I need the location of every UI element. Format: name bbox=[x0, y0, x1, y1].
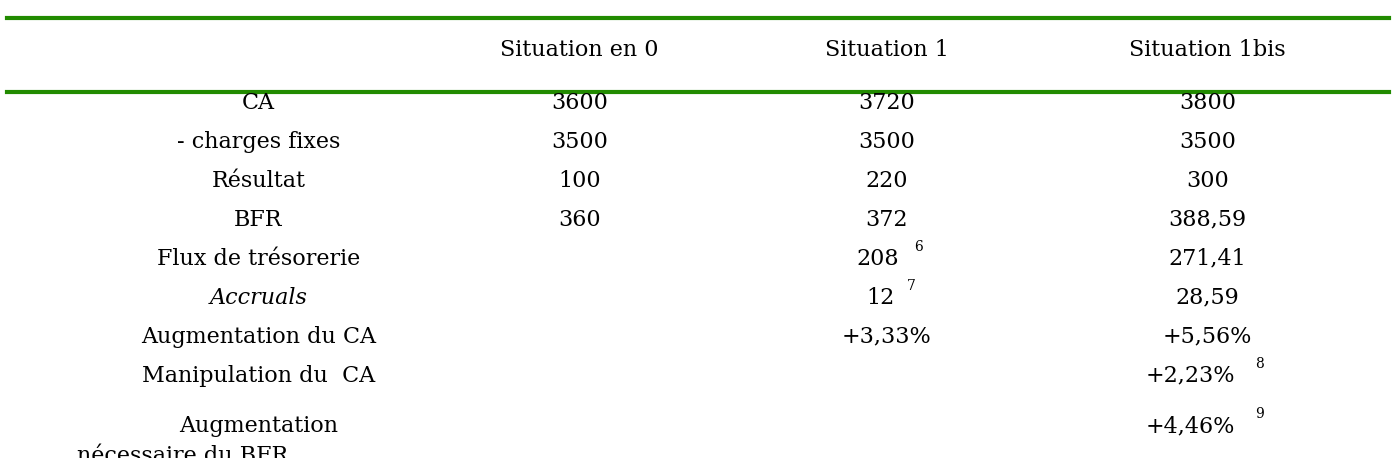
Text: +2,23%: +2,23% bbox=[1145, 365, 1234, 387]
Text: BFR: BFR bbox=[235, 209, 282, 231]
Text: - charges fixes: - charges fixes bbox=[176, 131, 341, 153]
Text: 208: 208 bbox=[856, 248, 899, 270]
Text: 372: 372 bbox=[866, 209, 907, 231]
Text: 3500: 3500 bbox=[1180, 131, 1235, 153]
Text: 300: 300 bbox=[1187, 170, 1228, 192]
Text: Augmentation: Augmentation bbox=[179, 415, 338, 437]
Text: Situation en 0: Situation en 0 bbox=[500, 39, 659, 61]
Text: 360: 360 bbox=[558, 209, 600, 231]
Text: +4,46%: +4,46% bbox=[1145, 415, 1234, 437]
Text: 3800: 3800 bbox=[1180, 92, 1235, 114]
Text: +3,33%: +3,33% bbox=[842, 326, 931, 348]
Text: nécessaire du BFR: nécessaire du BFR bbox=[77, 445, 288, 458]
Text: +5,56%: +5,56% bbox=[1163, 326, 1252, 348]
Text: CA: CA bbox=[242, 92, 275, 114]
Text: 28,59: 28,59 bbox=[1175, 287, 1240, 309]
Text: 8: 8 bbox=[1255, 357, 1265, 371]
Text: 3500: 3500 bbox=[551, 131, 607, 153]
Text: 271,41: 271,41 bbox=[1168, 248, 1247, 270]
Text: 388,59: 388,59 bbox=[1168, 209, 1247, 231]
Text: 6: 6 bbox=[914, 240, 923, 254]
Text: 3720: 3720 bbox=[859, 92, 914, 114]
Text: Résultat: Résultat bbox=[211, 170, 306, 192]
Text: 100: 100 bbox=[558, 170, 600, 192]
Text: 220: 220 bbox=[866, 170, 907, 192]
Text: 12: 12 bbox=[867, 287, 895, 309]
Text: Flux de trésorerie: Flux de trésorerie bbox=[156, 248, 360, 270]
Text: 3600: 3600 bbox=[551, 92, 607, 114]
Text: Situation 1bis: Situation 1bis bbox=[1129, 39, 1286, 61]
Text: 3500: 3500 bbox=[859, 131, 914, 153]
Text: 7: 7 bbox=[907, 279, 916, 293]
Text: Manipulation du  CA: Manipulation du CA bbox=[142, 365, 374, 387]
Text: Accruals: Accruals bbox=[209, 287, 307, 309]
Text: 9: 9 bbox=[1255, 408, 1265, 421]
Text: Augmentation du CA: Augmentation du CA bbox=[141, 326, 376, 348]
Text: Situation 1: Situation 1 bbox=[825, 39, 948, 61]
